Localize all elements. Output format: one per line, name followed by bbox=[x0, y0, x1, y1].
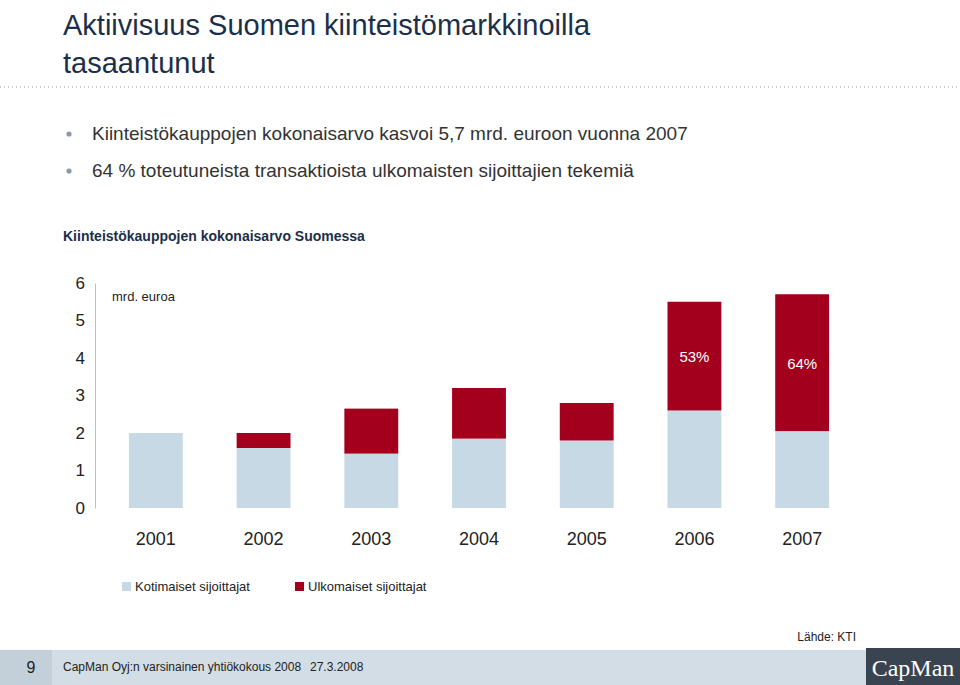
x-tick: 2002 bbox=[244, 508, 284, 549]
bar bbox=[452, 388, 506, 439]
legend-label: Ulkomaiset sijoittajat bbox=[308, 579, 427, 594]
y-tick: 3 bbox=[76, 386, 95, 405]
bar bbox=[237, 448, 291, 508]
bar bbox=[344, 409, 398, 454]
x-axis: 2001 2002 2003 2004 2005 2006 2007 bbox=[136, 508, 822, 549]
y-tick: 0 bbox=[76, 499, 95, 518]
bar bbox=[452, 439, 506, 508]
x-tick: 2006 bbox=[674, 508, 714, 549]
chart-title: Kiinteistökauppojen kokonaisarvo Suomess… bbox=[63, 228, 365, 244]
y-tick: 1 bbox=[76, 461, 95, 480]
bar bbox=[668, 302, 722, 411]
x-tick: 2007 bbox=[782, 508, 822, 549]
bar bbox=[129, 433, 183, 508]
bullet-text: Kiinteistökauppojen kokonaisarvo kasvoi … bbox=[92, 123, 688, 144]
x-tick-label: 2005 bbox=[567, 529, 607, 549]
y-tick: 5 bbox=[76, 311, 95, 330]
bullet-dot bbox=[66, 168, 71, 173]
slide: Aktiivisuus Suomen kiinteistömarkkinoill… bbox=[0, 0, 960, 685]
page-number: 9 bbox=[27, 659, 36, 676]
bar-series bbox=[237, 294, 829, 453]
x-tick-label: 2006 bbox=[674, 529, 714, 549]
y-tick-label: 5 bbox=[76, 311, 85, 330]
x-tick: 2001 bbox=[136, 508, 176, 549]
y-tick: 4 bbox=[76, 349, 95, 368]
bar bbox=[129, 433, 183, 434]
divider bbox=[0, 86, 960, 87]
y-axis-title: mrd. euroa bbox=[112, 289, 176, 304]
bar bbox=[237, 433, 291, 448]
x-tick: 2003 bbox=[351, 508, 391, 549]
x-tick: 2005 bbox=[567, 508, 607, 549]
y-tick: 2 bbox=[76, 424, 95, 443]
y-tick-label: 2 bbox=[76, 424, 85, 443]
y-tick-label: 4 bbox=[76, 349, 85, 368]
legend-swatch bbox=[122, 582, 131, 591]
slide-title: tasaantunut bbox=[63, 47, 215, 79]
bullet-text: 64 % toteutuneista transaktioista ulkoma… bbox=[92, 160, 634, 181]
y-tick-label: 6 bbox=[76, 274, 85, 293]
legend: Kotimaiset sijoittajat Ulkomaiset sijoitt… bbox=[122, 579, 427, 594]
bar bbox=[344, 454, 398, 508]
y-tick: 6 bbox=[76, 274, 95, 293]
x-tick-label: 2003 bbox=[351, 529, 391, 549]
bar bbox=[560, 403, 614, 441]
footer-bar bbox=[0, 650, 960, 685]
bars bbox=[129, 294, 829, 508]
legend-label: Kotimaiset sijoittajat bbox=[135, 579, 250, 594]
footer-text: CapMan Oyj:n varsinainen yhtiökokous 200… bbox=[63, 660, 301, 674]
x-tick-label: 2001 bbox=[136, 529, 176, 549]
y-tick-label: 1 bbox=[76, 461, 85, 480]
slide-title: Aktiivisuus Suomen kiinteistömarkkinoill… bbox=[63, 9, 591, 41]
bullet-dot bbox=[66, 131, 71, 136]
x-tick-label: 2002 bbox=[244, 529, 284, 549]
y-tick-label: 3 bbox=[76, 386, 85, 405]
y-tick-label: 0 bbox=[76, 499, 85, 518]
x-tick-label: 2007 bbox=[782, 529, 822, 549]
logo: CapMan bbox=[872, 655, 955, 681]
y-axis: 0 1 2 3 4 5 6 bbox=[76, 274, 96, 518]
logo-box bbox=[866, 648, 960, 685]
bar bbox=[775, 431, 829, 508]
x-tick-label: 2004 bbox=[459, 529, 499, 549]
bar bbox=[668, 411, 722, 509]
bar bbox=[560, 441, 614, 509]
legend-swatch bbox=[295, 582, 304, 591]
y-axis-line bbox=[95, 284, 96, 509]
page-box bbox=[0, 650, 52, 685]
annotation: 53% bbox=[679, 348, 709, 365]
annotation: 64% bbox=[787, 355, 817, 372]
x-tick: 2004 bbox=[459, 508, 499, 549]
footer-date: 27.3.2008 bbox=[310, 660, 364, 674]
bar bbox=[775, 294, 829, 431]
source: Lähde: KTI bbox=[797, 630, 856, 644]
